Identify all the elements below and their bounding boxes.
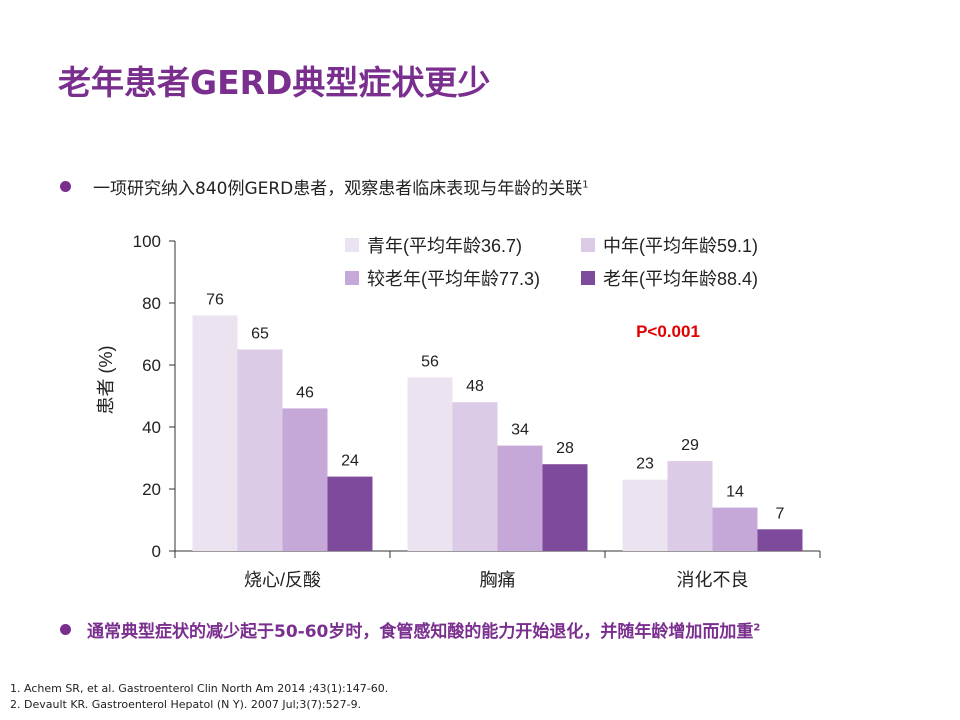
y-tick-label: 40: [142, 418, 161, 437]
bar-value-label: 29: [681, 437, 699, 454]
legend-label: 中年(平均年龄59.1): [603, 236, 758, 256]
chart-data-labels: 76 65 46 24 56 48 34 28 23 29 14 7: [206, 291, 784, 522]
bar: [452, 402, 498, 551]
bar: [542, 464, 588, 551]
y-axis-label: 患者 (%): [96, 346, 116, 415]
bullet-conclusion-label: 通常典型症状的减少起于50-60岁时，食管感知酸的能力开始退化，并随年龄增加而加…: [87, 622, 754, 642]
bar-chart: 0 20 40 60 80 100 烧心/反酸 胸痛 消化不良 76 65 46 24 56 48 34 28…: [96, 232, 821, 590]
y-tick-label: 0: [152, 542, 161, 561]
bullet-conclusion-text: 通常典型症状的减少起于50-60岁时，食管感知酸的能力开始退化，并随年龄增加而加…: [87, 617, 760, 642]
bullet-study-text: 一项研究纳入840例GERD患者，观察患者临床表现与年龄的关联1: [93, 174, 589, 199]
bar: [407, 377, 453, 551]
reference-2: 2. Devault KR. Gastroenterol Hepatol (N …: [10, 698, 362, 711]
legend-swatch: [345, 238, 359, 252]
legend-swatch: [581, 271, 595, 285]
p-value-annotation: P<0.001: [636, 322, 700, 341]
bar: [327, 476, 373, 551]
bar: [282, 408, 328, 551]
legend-label: 青年(平均年龄36.7): [367, 236, 522, 256]
y-tick-label: 60: [142, 356, 161, 375]
references: 1. Achem SR, et al. Gastroenterol Clin N…: [10, 681, 388, 713]
legend-label: 较老年(平均年龄77.3): [367, 269, 540, 289]
legend-label: 老年(平均年龄88.4): [603, 269, 758, 289]
bar-value-label: 34: [511, 422, 529, 439]
bar-value-label: 76: [206, 291, 224, 308]
chart-bars: [192, 315, 803, 551]
legend-swatch: [581, 238, 595, 252]
bar-value-label: 65: [251, 326, 269, 343]
chart-legend: 青年(平均年龄36.7) 中年(平均年龄59.1) 较老年(平均年龄77.3) 老年(…: [345, 236, 758, 289]
bar: [757, 529, 803, 551]
x-tick-label: 烧心/反酸: [244, 570, 321, 590]
bar-value-label: 56: [421, 353, 439, 370]
y-tick-label: 80: [142, 294, 161, 313]
bullet-study-label: 一项研究纳入840例GERD患者，观察患者临床表现与年龄的关联: [93, 179, 583, 199]
bullet-conclusion-ref: 2: [753, 622, 761, 634]
slide-title: 老年患者GERD典型症状更少: [58, 63, 491, 102]
reference-1: 1. Achem SR, et al. Gastroenterol Clin N…: [10, 682, 389, 695]
bar-value-label: 24: [341, 453, 359, 470]
x-tick-label: 胸痛: [480, 570, 516, 590]
y-tick-label: 100: [133, 232, 161, 251]
bar: [192, 315, 238, 551]
bar: [712, 507, 758, 551]
bar-value-label: 14: [726, 484, 744, 501]
bar-value-label: 46: [296, 384, 314, 401]
bullet-dot-icon: [60, 624, 71, 635]
bar-value-label: 7: [776, 505, 785, 522]
bar-value-label: 23: [636, 456, 654, 473]
bar: [497, 445, 543, 551]
legend-swatch: [345, 271, 359, 285]
bar: [667, 461, 713, 551]
bar-value-label: 48: [466, 378, 484, 395]
y-tick-label: 20: [142, 480, 161, 499]
bullet-dot-icon: [60, 181, 71, 192]
bar: [622, 479, 668, 551]
bullet-study-ref: 1: [582, 179, 589, 191]
bar-value-label: 28: [556, 440, 574, 457]
x-tick-label: 消化不良: [677, 570, 749, 590]
bar: [237, 349, 283, 551]
